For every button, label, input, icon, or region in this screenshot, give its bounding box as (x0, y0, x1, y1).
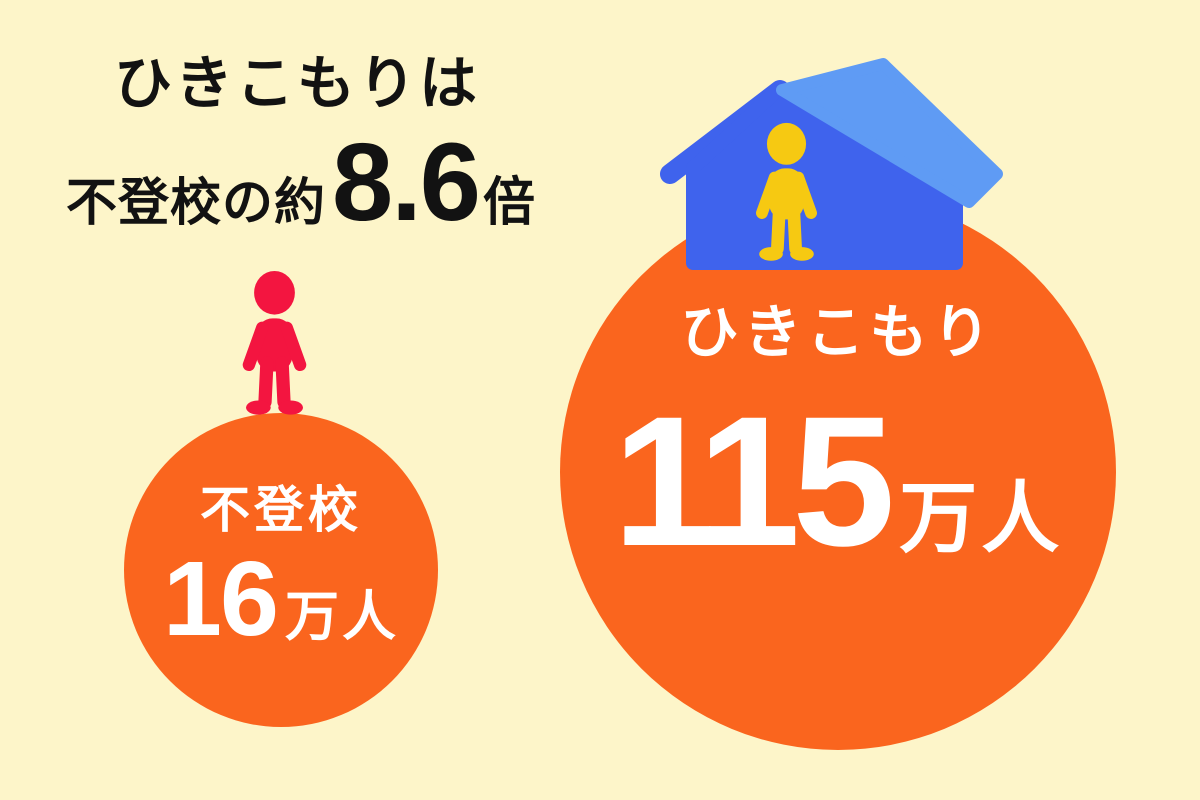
futoko-value: 16 (163, 540, 279, 658)
house-with-person-icon (660, 58, 1003, 270)
title-line2-prefix: 不登校の約 (66, 174, 327, 231)
title-line1: ひきこもりは (114, 51, 481, 116)
futoko-unit: 万人 (284, 587, 399, 647)
hikikomori-number-row: 115 万人 (560, 390, 1116, 575)
hikikomori-label: ひきこもり (680, 300, 996, 365)
futoko-circle: 不登校 16 万人 (124, 413, 438, 727)
title-line2-suffix: 倍 (482, 174, 535, 232)
ratio-number: 8.6 (332, 121, 481, 244)
futoko-label: 不登校 (200, 482, 362, 538)
title-line2: 不登校の約 8.6 倍 (66, 128, 535, 238)
futoko-number-row: 16 万人 (124, 546, 438, 652)
hikikomori-circle: ひきこもり 115 万人 (560, 194, 1116, 750)
hikikomori-value: 115 (612, 379, 895, 585)
person-icon (227, 270, 322, 418)
hikikomori-unit: 万人 (899, 474, 1064, 562)
